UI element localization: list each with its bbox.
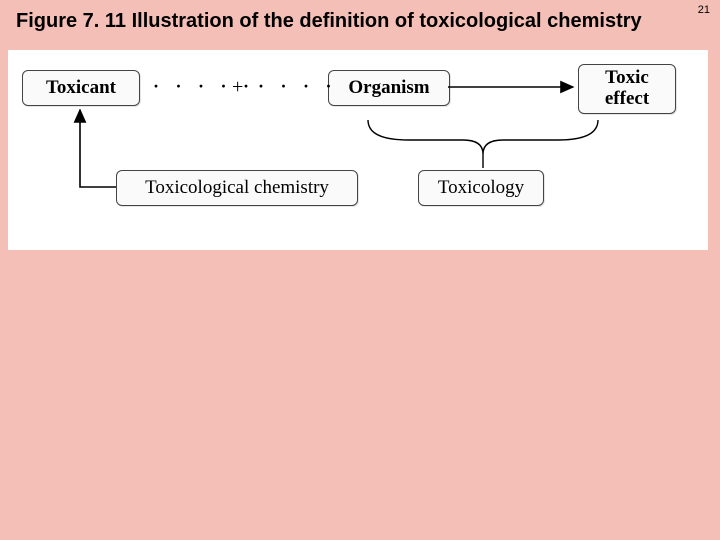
- node-toxicology: Toxicology: [418, 170, 544, 206]
- node-label: Toxicant: [42, 76, 120, 101]
- node-toxic-effect: Toxiceffect: [578, 64, 676, 114]
- flowchart-diagram: Toxicant Organism Toxiceffect Toxicologi…: [8, 50, 708, 250]
- node-label: Toxiceffect: [601, 66, 653, 112]
- node-label: Toxicological chemistry: [141, 176, 333, 201]
- node-label: Toxicology: [434, 176, 528, 201]
- slide-page: 21 Figure 7. 11 Illustration of the defi…: [0, 0, 720, 540]
- brace-organism-effect: [368, 120, 598, 154]
- plus-icon: +: [232, 76, 243, 99]
- dots-right: · · · · ·: [258, 76, 360, 97]
- node-toxicant: Toxicant: [22, 70, 140, 106]
- page-number: 21: [698, 4, 710, 16]
- arrow-toxchem-to-toxicant: [80, 110, 116, 187]
- node-toxicological-chemistry: Toxicological chemistry: [116, 170, 358, 206]
- figure-title: Figure 7. 11 Illustration of the definit…: [16, 10, 642, 33]
